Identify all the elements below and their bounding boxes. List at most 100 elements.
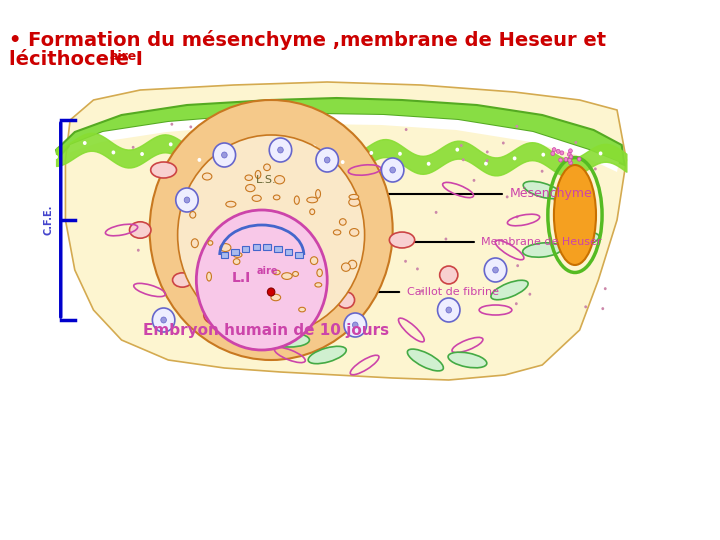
Text: Caillot de fibrine: Caillot de fibrine bbox=[407, 287, 499, 297]
Circle shape bbox=[515, 302, 518, 305]
Ellipse shape bbox=[207, 272, 212, 281]
Ellipse shape bbox=[252, 195, 261, 201]
Circle shape bbox=[435, 211, 438, 214]
Ellipse shape bbox=[190, 212, 196, 218]
Polygon shape bbox=[274, 246, 282, 252]
Ellipse shape bbox=[274, 176, 284, 184]
Ellipse shape bbox=[390, 232, 415, 248]
Text: Embryon humain de 10 jours: Embryon humain de 10 jours bbox=[143, 322, 390, 338]
Circle shape bbox=[446, 307, 451, 313]
Ellipse shape bbox=[333, 230, 341, 235]
Circle shape bbox=[567, 152, 571, 157]
Circle shape bbox=[456, 147, 459, 152]
Circle shape bbox=[213, 143, 235, 167]
Circle shape bbox=[169, 143, 173, 146]
Ellipse shape bbox=[264, 164, 271, 171]
Circle shape bbox=[312, 145, 316, 148]
Ellipse shape bbox=[440, 266, 458, 284]
Circle shape bbox=[541, 153, 545, 157]
Ellipse shape bbox=[245, 175, 253, 180]
Ellipse shape bbox=[192, 239, 198, 248]
Ellipse shape bbox=[220, 244, 231, 252]
Circle shape bbox=[341, 160, 345, 164]
Circle shape bbox=[593, 204, 595, 207]
Polygon shape bbox=[295, 252, 303, 258]
Circle shape bbox=[568, 158, 572, 162]
Ellipse shape bbox=[308, 346, 346, 363]
Ellipse shape bbox=[255, 171, 261, 179]
Circle shape bbox=[171, 123, 174, 126]
Ellipse shape bbox=[448, 352, 487, 368]
Polygon shape bbox=[242, 246, 250, 252]
Ellipse shape bbox=[315, 283, 322, 287]
Circle shape bbox=[513, 157, 516, 160]
Circle shape bbox=[599, 151, 603, 156]
Circle shape bbox=[390, 167, 395, 173]
Text: Membrane de Heuser: Membrane de Heuser bbox=[482, 237, 602, 247]
Circle shape bbox=[594, 167, 597, 171]
Text: aire: aire bbox=[109, 50, 137, 63]
Ellipse shape bbox=[337, 292, 354, 308]
Circle shape bbox=[398, 152, 402, 156]
Polygon shape bbox=[56, 98, 624, 165]
Ellipse shape bbox=[246, 185, 255, 192]
Circle shape bbox=[255, 151, 258, 155]
Ellipse shape bbox=[348, 198, 360, 206]
Text: L.I: L.I bbox=[232, 271, 251, 285]
Circle shape bbox=[176, 188, 198, 212]
Circle shape bbox=[197, 158, 202, 162]
Ellipse shape bbox=[299, 307, 305, 312]
Ellipse shape bbox=[310, 209, 315, 214]
Circle shape bbox=[267, 288, 275, 296]
Ellipse shape bbox=[273, 270, 280, 275]
Circle shape bbox=[516, 125, 518, 128]
Circle shape bbox=[569, 149, 572, 153]
Circle shape bbox=[575, 141, 577, 144]
Circle shape bbox=[438, 298, 460, 322]
Ellipse shape bbox=[317, 269, 323, 276]
Circle shape bbox=[569, 230, 572, 232]
Text: L.S.: L.S. bbox=[256, 175, 276, 185]
Circle shape bbox=[460, 144, 463, 147]
Ellipse shape bbox=[292, 272, 299, 276]
Circle shape bbox=[485, 258, 507, 282]
Ellipse shape bbox=[554, 165, 596, 265]
Circle shape bbox=[137, 249, 140, 252]
Ellipse shape bbox=[348, 260, 356, 269]
Circle shape bbox=[405, 128, 408, 131]
Circle shape bbox=[570, 166, 574, 170]
Circle shape bbox=[153, 308, 175, 332]
Ellipse shape bbox=[341, 263, 351, 271]
Circle shape bbox=[541, 170, 544, 173]
Ellipse shape bbox=[349, 194, 359, 199]
Ellipse shape bbox=[491, 280, 528, 300]
Circle shape bbox=[222, 152, 228, 158]
Circle shape bbox=[444, 238, 447, 240]
Circle shape bbox=[197, 210, 327, 350]
Circle shape bbox=[569, 155, 573, 159]
Polygon shape bbox=[220, 252, 228, 258]
Ellipse shape bbox=[408, 349, 444, 371]
Circle shape bbox=[557, 150, 560, 153]
Circle shape bbox=[484, 161, 488, 166]
Text: Mésenchyme: Mésenchyme bbox=[510, 187, 593, 200]
Polygon shape bbox=[68, 114, 619, 172]
Circle shape bbox=[462, 158, 464, 161]
Text: aire: aire bbox=[257, 266, 279, 276]
Circle shape bbox=[369, 151, 373, 155]
Circle shape bbox=[278, 147, 283, 153]
Ellipse shape bbox=[271, 294, 281, 301]
Text: C.F.E.: C.F.E. bbox=[44, 205, 53, 235]
Circle shape bbox=[344, 313, 366, 337]
Ellipse shape bbox=[226, 201, 236, 207]
Circle shape bbox=[551, 152, 554, 156]
Circle shape bbox=[486, 159, 489, 162]
Polygon shape bbox=[66, 82, 626, 380]
Ellipse shape bbox=[208, 241, 213, 245]
Circle shape bbox=[502, 141, 505, 145]
Circle shape bbox=[516, 264, 519, 267]
Circle shape bbox=[54, 155, 58, 159]
Circle shape bbox=[83, 141, 86, 145]
Circle shape bbox=[226, 146, 230, 150]
Ellipse shape bbox=[315, 190, 320, 198]
